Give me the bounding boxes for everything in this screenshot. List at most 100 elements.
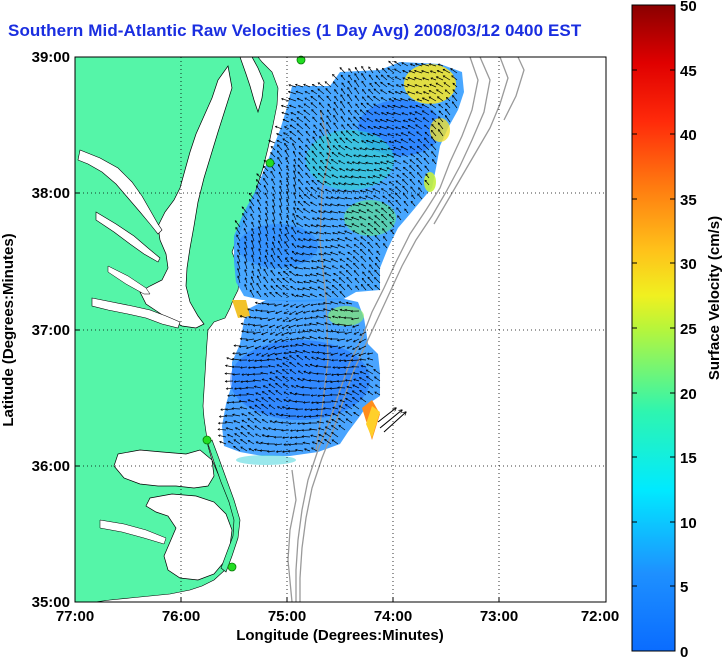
velocity-vector <box>302 336 311 340</box>
velocity-vector-head <box>329 301 333 304</box>
velocity-vector <box>272 241 276 249</box>
velocity-vector-head <box>269 377 272 381</box>
velocity-vector <box>340 108 346 116</box>
velocity-vector <box>382 195 388 200</box>
velocity-vector-head <box>330 166 334 170</box>
velocity-vector-head <box>316 351 320 354</box>
velocity-vector-head <box>317 210 321 213</box>
velocity-vector <box>277 144 283 151</box>
velocity-vector <box>275 126 283 130</box>
velocity-vector-head <box>272 241 275 245</box>
velocity-vector <box>428 90 437 95</box>
velocity-vector <box>310 253 318 256</box>
velocity-vector-head <box>294 436 298 439</box>
velocity-vector <box>354 73 360 81</box>
velocity-vector <box>258 207 262 214</box>
velocity-vector-head <box>324 165 327 169</box>
velocity-vector <box>402 179 409 186</box>
velocity-vector-head <box>232 351 235 355</box>
velocity-vector-head <box>343 366 346 369</box>
velocity-vector <box>279 205 283 214</box>
velocity-vector <box>246 338 255 341</box>
velocity-vector-head <box>285 157 288 160</box>
velocity-vector <box>446 97 451 102</box>
velocity-vector-head <box>289 270 292 274</box>
james-river <box>91 297 181 329</box>
velocity-vector-head <box>285 257 288 261</box>
velocity-vector <box>316 365 325 368</box>
x-tick-label: 76:00 <box>162 608 200 625</box>
velocity-vector-head <box>414 117 418 120</box>
velocity-vector <box>417 193 423 200</box>
velocity-vector-head <box>281 111 284 115</box>
velocity-vector-head <box>283 391 287 394</box>
velocity-vector-head <box>373 88 377 91</box>
velocity-vector-head <box>364 195 368 198</box>
velocity-vector-head <box>313 130 316 134</box>
velocity-vector-head <box>296 280 300 284</box>
velocity-vector <box>346 204 353 207</box>
velocity-vector-head <box>276 398 279 401</box>
velocity-vector <box>452 101 458 109</box>
velocity-vector <box>268 397 276 403</box>
velocity-vector-head <box>282 383 286 386</box>
velocity-vector-head <box>251 227 254 231</box>
velocity-vector <box>270 254 276 263</box>
velocity-vector <box>326 122 332 130</box>
velocity-vector <box>346 338 353 342</box>
velocity-vector <box>410 186 416 193</box>
velocity-vector <box>269 324 276 328</box>
velocity-vector <box>323 265 332 270</box>
velocity-vector <box>348 68 353 74</box>
velocity-vector <box>344 224 353 228</box>
velocity-vector <box>324 387 332 390</box>
velocity-vector <box>241 425 248 431</box>
velocity-vector-head <box>329 345 333 349</box>
velocity-vector <box>258 240 262 249</box>
velocity-vector <box>323 315 332 319</box>
velocity-vector <box>386 167 395 172</box>
velocity-vector-head <box>347 86 350 90</box>
potomac-river <box>77 149 163 235</box>
velocity-vector <box>317 351 325 354</box>
velocity-vector-head <box>310 89 314 93</box>
velocity-vector <box>366 140 374 144</box>
velocity-vector-head <box>360 140 364 143</box>
velocity-vector-head <box>352 397 355 400</box>
velocity-vector-head <box>341 124 344 127</box>
velocity-vector-head <box>346 257 349 261</box>
velocity-vector-head <box>250 276 254 279</box>
velocity-vector <box>270 262 276 270</box>
velocity-vector <box>283 443 290 446</box>
velocity-vector <box>237 242 241 249</box>
velocity-vector-head <box>289 312 292 315</box>
velocity-vector-head <box>251 270 254 273</box>
velocity-vector <box>257 269 262 277</box>
velocity-vector-head <box>452 89 455 92</box>
velocity-vector-head <box>295 312 298 315</box>
velocity-vector <box>409 105 416 109</box>
velocity-vector <box>372 140 381 144</box>
velocity-vector-head <box>366 118 369 121</box>
velocity-vector-head <box>260 441 263 445</box>
velocity-vector <box>302 442 311 445</box>
velocity-vector-head <box>373 103 376 107</box>
velocity-vector <box>393 98 402 102</box>
velocity-vector-head <box>220 408 223 411</box>
velocity-vector <box>268 427 276 431</box>
velocity-vector <box>360 190 367 193</box>
velocity-vector-head <box>280 413 284 417</box>
velocity-vector <box>358 169 367 172</box>
velocity-vector <box>237 275 241 284</box>
velocity-vector <box>334 89 339 95</box>
velocity-vector-head <box>256 275 260 278</box>
velocity-vector-head <box>322 301 326 305</box>
velocity-vector-head <box>289 436 293 439</box>
velocity-vector-head <box>240 425 244 429</box>
velocity-vector-head <box>364 147 368 150</box>
velocity-vector-head <box>296 117 299 120</box>
velocity-vector <box>293 164 297 172</box>
velocity-vector-head <box>354 79 357 83</box>
velocity-vector-head <box>286 198 289 201</box>
velocity-vector <box>305 172 311 179</box>
